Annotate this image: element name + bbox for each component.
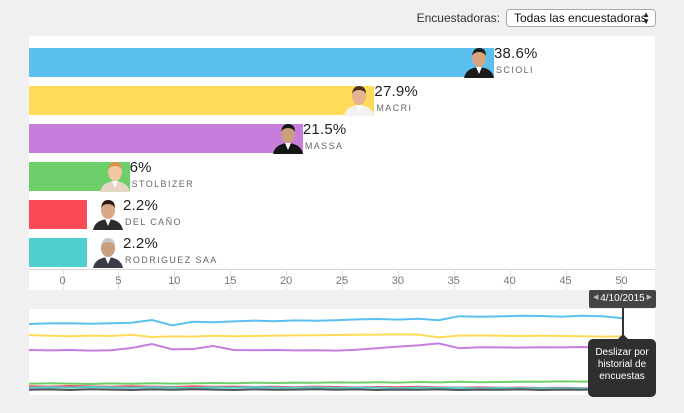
bar-rodriguez-saa [29, 238, 88, 267]
timeline-date: 4/10/2015 [600, 293, 645, 304]
percent-label: 2.2% [123, 235, 158, 252]
prev-arrow-icon[interactable]: ◀ [593, 294, 599, 301]
percent-label: 2.2% [123, 197, 158, 214]
timeline-series-macri [29, 333, 624, 339]
candidate-photo [342, 82, 376, 116]
percent-label: 27.9% [374, 83, 418, 100]
x-tick-label: 25 [335, 275, 349, 287]
x-tick-label: 35 [447, 275, 460, 287]
timeline-slider-handle[interactable] [622, 308, 624, 339]
candidate-name: MACRI [376, 103, 413, 113]
candidate-name: STOLBIZER [131, 179, 195, 189]
timeline-date-tag[interactable]: ◀ 4/10/2015 ▶ [589, 290, 656, 308]
tooltip-pointer [618, 334, 628, 339]
gridline [621, 269, 623, 290]
gridline [565, 269, 567, 290]
gridline [453, 269, 455, 290]
gridline [118, 269, 120, 290]
poll-history-timeline[interactable] [29, 309, 655, 395]
bar-massa [29, 124, 303, 153]
timeline-series-rodriguez-saa [29, 385, 624, 390]
timeline-series-massa [29, 342, 624, 352]
gridline [286, 269, 288, 290]
x-tick-label: 0 [59, 275, 66, 287]
bar-scioli [29, 48, 495, 77]
slider-tooltip: Deslizar por historial de encuestas [588, 339, 656, 397]
x-tick-label: 45 [559, 275, 572, 287]
gridline [62, 269, 64, 290]
x-tick-label: 40 [503, 275, 516, 287]
next-arrow-icon[interactable]: ▶ [646, 294, 652, 301]
candidate-name: DEL CAÑO [125, 217, 182, 227]
x-tick-label: 20 [279, 275, 293, 287]
candidate-name: RODRIGUEZ SAA [125, 255, 218, 265]
candidate-photo [91, 234, 125, 268]
select-arrows-icon: ▲ ▼ [642, 10, 650, 26]
timeline-series-otros [29, 388, 624, 392]
timeline-series-scioli [29, 314, 624, 327]
gridline [397, 269, 399, 290]
percent-label: 6% [129, 159, 152, 176]
x-tick-label: 5 [115, 275, 122, 287]
x-tick-label: 30 [391, 275, 405, 287]
candidate-photo [98, 158, 132, 192]
percent-label: 21.5% [302, 121, 347, 138]
poll-bar-chart: 38.6% SCIOLI 27.9% MACRI 21.5% MASSA 6% STOLBIZ… [29, 36, 655, 290]
candidate-name: MASSA [304, 141, 344, 151]
bar-macri [29, 86, 375, 115]
filter-bar: Encuestadoras: Todas las encuestadoras ▲… [0, 0, 684, 36]
timeline-lines [29, 314, 624, 392]
bar-del-ca-o [29, 200, 88, 229]
candidate-photo [462, 44, 496, 78]
candidate-name: SCIOLI [496, 65, 534, 75]
gridline [509, 269, 511, 290]
pollster-select[interactable]: Todas las encuestadoras ▲ ▼ [506, 9, 656, 27]
gridline [342, 269, 343, 290]
candidate-photo [91, 196, 125, 230]
timeline-series-stolbizer [29, 380, 624, 386]
pollster-select-value: Todas las encuestadoras [514, 11, 647, 25]
x-tick-label: 50 [615, 275, 628, 287]
percent-label: 38.6% [494, 45, 538, 62]
x-tick-label: 15 [224, 275, 237, 287]
gridline [230, 269, 232, 290]
candidate-photo [271, 120, 305, 154]
gridline [174, 269, 176, 290]
pollster-filter-label: Encuestadoras: [416, 11, 500, 25]
x-tick-label: 10 [168, 275, 181, 287]
